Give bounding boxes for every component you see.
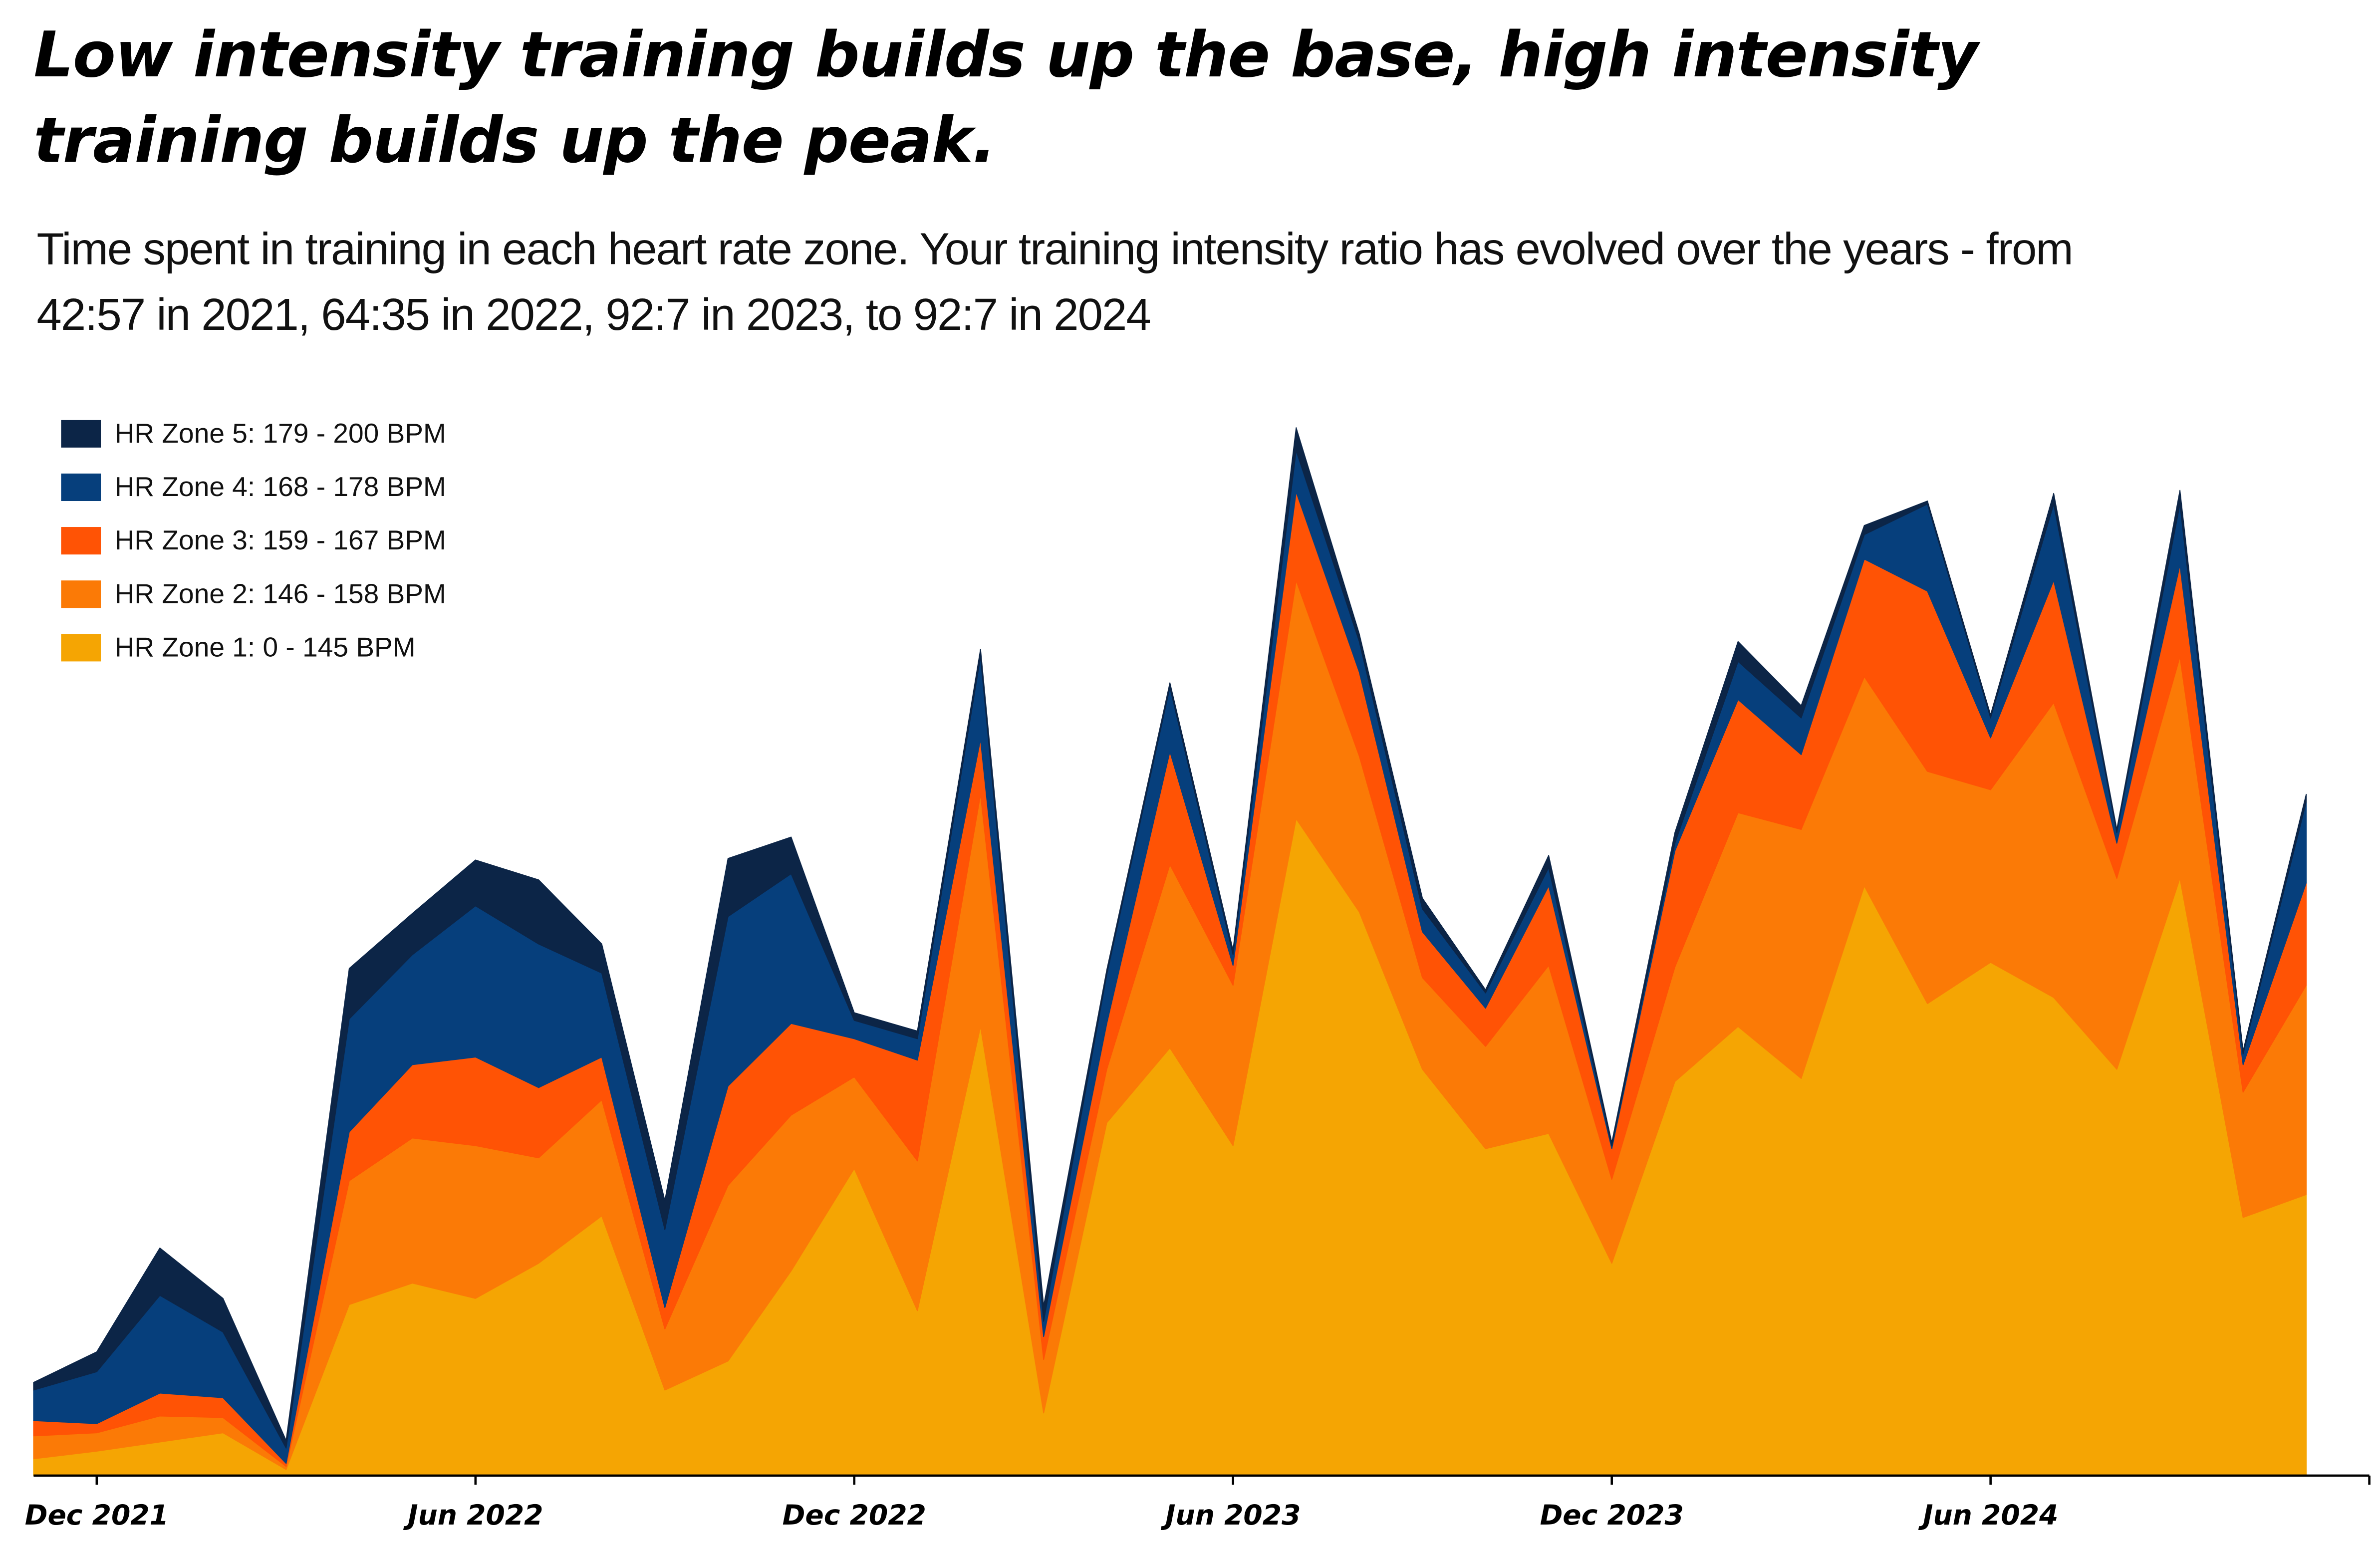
chart-subtitle: Time spent in training in each heart rat… [36,224,2073,341]
legend-label: HR Zone 4: 168 - 178 BPM [115,471,446,502]
legend-label: HR Zone 2: 146 - 158 BPM [115,578,446,609]
legend-swatch [61,420,101,448]
area [33,427,2307,1449]
legend-label: HR Zone 1: 0 - 145 BPM [115,631,416,662]
x-tick-label: Dec 2023 [1540,1499,1684,1531]
legend-label: HR Zone 3: 159 - 167 BPM [115,524,446,555]
legend-label: HR Zone 5: 179 - 200 BPM [115,418,446,449]
legend-swatch [61,580,101,608]
legend-swatch [61,527,101,555]
legend-swatch [61,634,101,662]
x-tick-label: Dec 2021 [25,1499,169,1531]
x-tick-label: Jun 2022 [403,1499,543,1531]
x-tick-label: Dec 2022 [783,1499,926,1531]
x-tick-label: Jun 2024 [1918,1499,2058,1531]
chart-title: Low intensity training builds up the bas… [33,18,1978,178]
x-tick-label: Jun 2023 [1160,1499,1301,1531]
legend-swatch [61,473,101,502]
